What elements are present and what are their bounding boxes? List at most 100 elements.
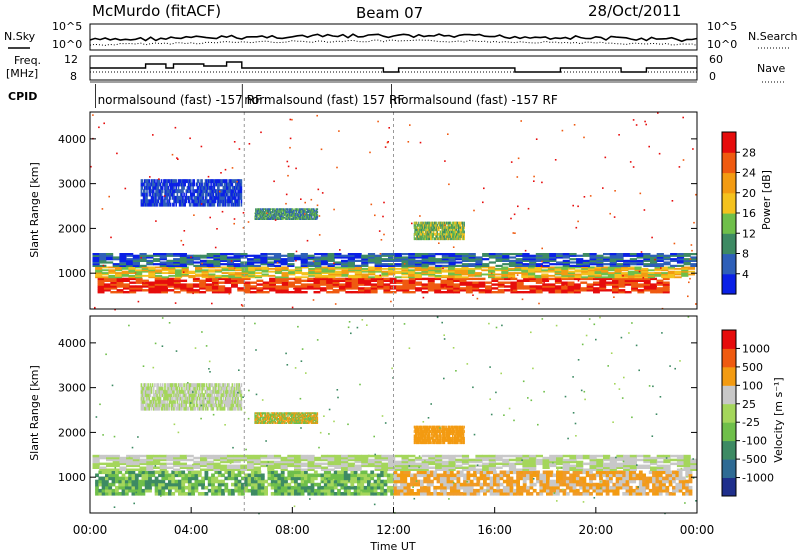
frequency-panel: Freq. [MHz] 12 8 60 0 Nave bbox=[6, 53, 785, 83]
power-cell bbox=[458, 226, 460, 229]
power-cell bbox=[656, 287, 664, 290]
power-cell bbox=[421, 283, 429, 286]
power-cell bbox=[99, 253, 107, 256]
power-cell bbox=[166, 261, 174, 264]
power-scatter-cell bbox=[540, 265, 543, 267]
power-cell bbox=[237, 281, 245, 284]
velocity-cell bbox=[605, 476, 610, 481]
velocity-cell bbox=[549, 482, 554, 487]
power-cell bbox=[211, 281, 219, 284]
velocity-cell bbox=[403, 479, 408, 484]
power-cell bbox=[462, 228, 464, 232]
velocity-cell bbox=[502, 485, 507, 490]
power-cell bbox=[417, 223, 419, 227]
velocity-cell bbox=[244, 485, 249, 490]
power-cell bbox=[341, 273, 349, 276]
velocity-cell bbox=[585, 488, 590, 493]
power-cell bbox=[232, 192, 235, 197]
power-cell bbox=[361, 256, 369, 259]
velocity-cell bbox=[433, 470, 438, 475]
velocity-cell bbox=[526, 473, 530, 478]
power-cell bbox=[417, 237, 419, 241]
power-cell bbox=[614, 272, 622, 274]
power-cell bbox=[157, 189, 159, 194]
power-cell bbox=[328, 272, 336, 274]
power-cell bbox=[233, 254, 241, 257]
power-cell bbox=[320, 259, 329, 262]
power-cell bbox=[465, 277, 473, 281]
power-cell bbox=[450, 223, 452, 227]
power-scatter-cell bbox=[521, 298, 524, 301]
power-cell bbox=[163, 179, 165, 184]
power-cell bbox=[341, 269, 349, 272]
power-cell bbox=[172, 182, 174, 187]
power-scatter-cell bbox=[447, 133, 449, 135]
power-cell bbox=[522, 253, 530, 256]
velocity-cell bbox=[221, 492, 225, 496]
power-cell bbox=[599, 279, 607, 282]
velocity-cell bbox=[665, 488, 670, 493]
power-cell bbox=[115, 273, 123, 276]
velocity-cell bbox=[138, 488, 142, 493]
power-cell bbox=[260, 209, 262, 212]
power-cell bbox=[291, 215, 293, 218]
power-scatter-cell bbox=[216, 228, 218, 230]
velocity-cell bbox=[516, 488, 520, 493]
power-scatter-cell bbox=[200, 203, 203, 205]
power-cell bbox=[463, 232, 465, 236]
velocity-cell bbox=[473, 476, 477, 481]
power-cell bbox=[529, 291, 537, 294]
power-scatter-cell bbox=[577, 205, 579, 208]
power-cell bbox=[285, 209, 287, 212]
velocity-cell bbox=[244, 476, 249, 481]
velocity-cell bbox=[685, 473, 690, 478]
power-cell bbox=[374, 276, 382, 279]
power-cell bbox=[254, 276, 263, 279]
power-cell bbox=[547, 267, 556, 270]
power-cell bbox=[227, 192, 229, 197]
power-cell bbox=[144, 179, 146, 184]
power-cell bbox=[516, 279, 524, 282]
power-cell bbox=[454, 237, 456, 241]
power-cell bbox=[283, 209, 286, 212]
power-cell bbox=[421, 287, 429, 290]
power-cell bbox=[163, 202, 165, 207]
velocity-cell bbox=[197, 470, 202, 475]
power-cell bbox=[269, 208, 271, 211]
power-cell bbox=[643, 289, 651, 292]
power-cell bbox=[300, 211, 302, 213]
power-cell bbox=[354, 264, 362, 267]
power-cell bbox=[300, 208, 302, 211]
power-cell bbox=[281, 216, 283, 219]
power-cell bbox=[481, 273, 489, 276]
velocity-cell bbox=[446, 476, 451, 481]
power-cell bbox=[528, 273, 536, 276]
power-cell bbox=[287, 213, 289, 216]
power-cell bbox=[195, 199, 198, 204]
power-cell bbox=[255, 212, 257, 215]
power-scatter-cell bbox=[180, 239, 183, 242]
power-cell bbox=[103, 283, 111, 286]
velocity-cell bbox=[678, 488, 683, 493]
power-cell bbox=[455, 235, 457, 238]
power-cell bbox=[561, 283, 569, 286]
power-cell bbox=[441, 228, 443, 232]
power-cell bbox=[226, 264, 235, 267]
power-cell bbox=[434, 274, 442, 277]
power-scatter-cell bbox=[379, 274, 381, 277]
power-scatter-cell bbox=[317, 188, 320, 191]
power-cell bbox=[267, 209, 269, 212]
power-cell bbox=[179, 264, 187, 267]
power-scatter-cell bbox=[640, 251, 643, 253]
power-cell bbox=[618, 279, 626, 282]
power-cell bbox=[233, 179, 236, 184]
velocity-cell bbox=[158, 485, 162, 490]
power-cell bbox=[286, 211, 288, 213]
velocity-cell bbox=[178, 482, 182, 487]
power-cell bbox=[636, 254, 644, 257]
power-cell bbox=[650, 291, 657, 294]
velocity-cell bbox=[119, 458, 127, 462]
velocity-cell bbox=[284, 479, 288, 484]
power-cell bbox=[222, 192, 225, 197]
power-cell bbox=[305, 208, 307, 211]
